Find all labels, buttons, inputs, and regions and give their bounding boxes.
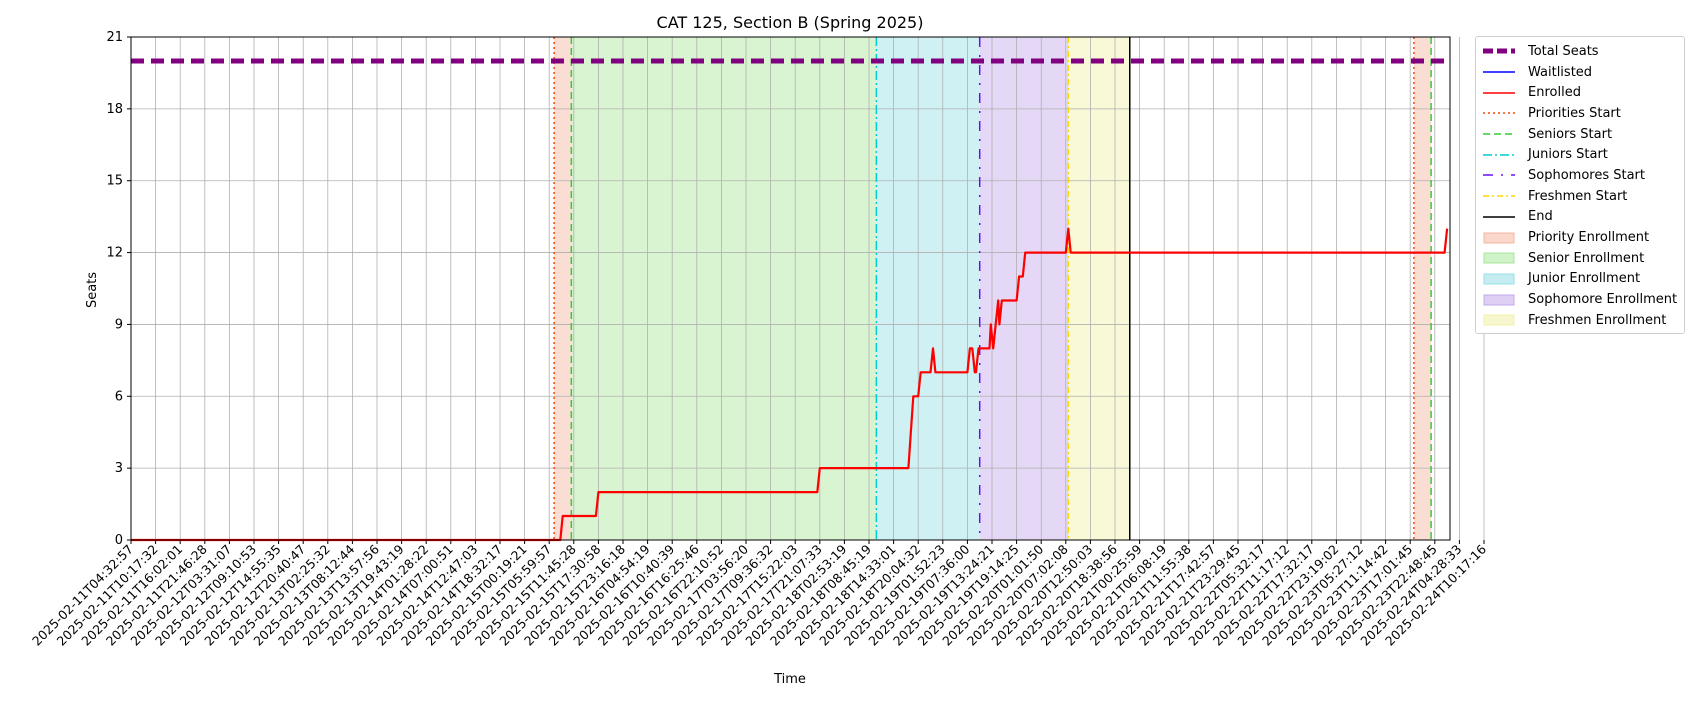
y-tick-label: 15 — [106, 174, 123, 189]
legend-swatch — [1483, 71, 1515, 73]
phase-band — [876, 37, 980, 540]
y-tick-label: 12 — [106, 246, 123, 261]
phase-band — [1068, 37, 1130, 540]
legend-item: Freshmen Enrollment — [1482, 310, 1678, 331]
y-tick-label: 18 — [106, 102, 123, 117]
legend-swatch — [1483, 232, 1515, 244]
legend-label: Sophomores Start — [1528, 167, 1645, 183]
legend-label: Seniors Start — [1528, 126, 1613, 142]
legend-item: Juniors Start — [1482, 144, 1678, 165]
y-tick-label: 0 — [115, 533, 123, 548]
legend-label: Freshmen Start — [1528, 188, 1628, 204]
legend-item: Freshmen Start — [1482, 186, 1678, 207]
legend-label: Enrolled — [1528, 85, 1581, 101]
y-axis-label: Seats — [85, 272, 100, 308]
legend-swatch — [1483, 133, 1515, 135]
legend-item: Sophomores Start — [1482, 165, 1678, 186]
legend-label: Freshmen Enrollment — [1528, 312, 1667, 328]
phase-band — [1413, 37, 1432, 540]
legend-label: Juniors Start — [1528, 147, 1608, 163]
y-tick-label: 9 — [115, 317, 123, 332]
legend-label: Waitlisted — [1528, 64, 1593, 80]
legend-label: End — [1528, 209, 1553, 225]
legend-label: Junior Enrollment — [1528, 271, 1641, 287]
legend-swatch — [1483, 174, 1515, 177]
legend-label: Priorities Start — [1528, 105, 1621, 121]
y-tick-label: 3 — [115, 461, 123, 476]
series-line — [131, 227, 1449, 542]
phase-band — [554, 37, 572, 540]
x-axis-label: Time — [773, 672, 806, 687]
legend-label: Senior Enrollment — [1528, 250, 1645, 266]
legend-swatch — [1483, 314, 1515, 326]
legend-swatch — [1483, 273, 1515, 285]
legend-swatch — [1483, 216, 1515, 218]
legend-swatch — [1483, 112, 1515, 115]
chart-title: CAT 125, Section B (Spring 2025) — [657, 13, 924, 32]
legend-label: Priority Enrollment — [1528, 230, 1650, 246]
legend-item: End — [1482, 207, 1678, 228]
y-tick-label: 6 — [115, 389, 123, 404]
legend-item: Waitlisted — [1482, 62, 1678, 83]
legend-item: Junior Enrollment — [1482, 269, 1678, 290]
legend-item: Priorities Start — [1482, 103, 1678, 124]
legend-label: Sophomore Enrollment — [1528, 292, 1678, 308]
legend-swatch — [1483, 252, 1515, 264]
phase-band — [571, 37, 877, 540]
legend-item: Enrolled — [1482, 82, 1678, 103]
phase-band — [979, 37, 1069, 540]
legend-swatch — [1483, 91, 1515, 94]
legend-item: Sophomore Enrollment — [1482, 289, 1678, 310]
legend-label: Total Seats — [1528, 43, 1599, 59]
y-tick-label: 21 — [106, 30, 123, 45]
plot-area: 0369121518212025-02-11T04:32:572025-02-1… — [29, 30, 1489, 649]
legend-item: Senior Enrollment — [1482, 248, 1678, 269]
legend-item: Seniors Start — [1482, 124, 1678, 145]
legend-swatch — [1483, 48, 1515, 54]
plot-frame — [130, 36, 1451, 541]
legend-item: Priority Enrollment — [1482, 227, 1678, 248]
legend-swatch — [1483, 195, 1515, 197]
legend-swatch — [1483, 294, 1515, 306]
legend-item: Total Seats — [1482, 41, 1678, 62]
legend-swatch — [1483, 153, 1515, 156]
chart-legend: Total Seats Waitlisted Enrolled Priorities … — [1475, 36, 1685, 334]
